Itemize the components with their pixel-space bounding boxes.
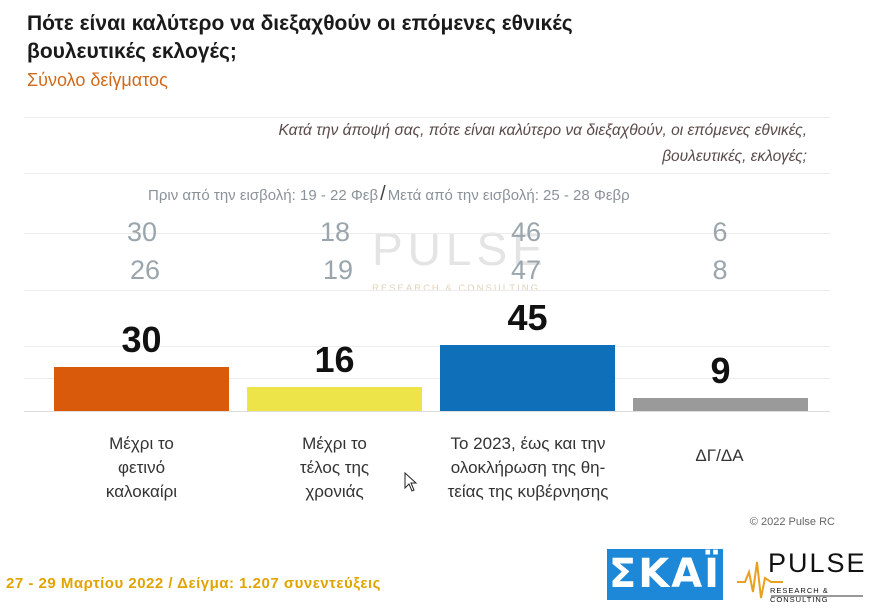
baseline <box>24 411 830 412</box>
mouse-cursor-icon <box>404 472 418 492</box>
skai-logo: ΣΚΑΪ <box>607 549 723 600</box>
before-value: 46 <box>510 217 542 247</box>
bar-value-label: 30 <box>121 318 162 360</box>
category-label-end-of-year: Μέχρι το τέλος της χρονιάς <box>247 432 422 504</box>
category-label-2023: Το 2023, έως και την ολοκλήρωση της θη- … <box>428 432 628 504</box>
category-label-line: Μέχρι το <box>109 434 174 453</box>
before-value: 18 <box>319 217 351 247</box>
period-separator: / <box>380 183 386 205</box>
bar-end-of-year <box>247 387 422 411</box>
before-value: 30 <box>126 217 158 247</box>
bar-value-label: 45 <box>507 296 548 338</box>
gridline <box>24 378 830 379</box>
chart-subtitle: Σύνολο δείγματος <box>27 70 168 90</box>
before-invasion-label: Πριν από την εισβολή: 19 - 22 Φεβ <box>148 187 379 204</box>
pulse-logo-icon <box>737 561 863 599</box>
comparison-period-legend: Πριν από την εισβολή: 19 - 22 Φεβ / Μετά α… <box>148 183 630 206</box>
copyright-notice: © 2022 Pulse RC <box>749 516 835 528</box>
category-label-line: καλοκαίρι <box>105 482 178 501</box>
before-value: 6 <box>712 217 728 247</box>
category-label-line: ΔΓ/ΔΑ <box>695 446 744 465</box>
category-label-line: Το 2023, έως και την <box>450 434 606 453</box>
gridline <box>24 290 830 291</box>
survey-question: Κατά την άποψή σας, πότε είναι καλύτερο … <box>187 118 807 170</box>
category-label-line: τείας της κυβέρνησης <box>447 482 609 501</box>
gridline <box>24 346 830 347</box>
survey-question-line-1: Κατά την άποψή σας, πότε είναι καλύτερο … <box>278 122 807 139</box>
chart-title: Πότε είναι καλύτερο να διεξαχθούν οι επό… <box>27 12 573 63</box>
after-value: 47 <box>510 255 542 285</box>
category-label-line: Μέχρι το <box>302 434 367 453</box>
gridline <box>24 233 830 234</box>
footer-survey-info: 27 - 29 Μαρτίου 2022 / Δείγμα: 1.207 συν… <box>6 575 381 592</box>
survey-question-line-2: βουλευτικές, εκλογές; <box>662 148 807 165</box>
bar-value-label: 9 <box>710 349 731 391</box>
bar-value-label: 16 <box>314 339 355 381</box>
after-invasion-label: Μετά από την εισβολή: 25 - 28 Φεβρ <box>387 187 630 204</box>
category-label-line: φετινό <box>117 458 166 477</box>
category-label-line: ολοκλήρωση της θη- <box>450 458 606 477</box>
category-label-summer: Μέχρι το φετινό καλοκαίρι <box>54 432 229 504</box>
bar-summer <box>54 366 229 411</box>
category-label-line: τέλος της <box>299 458 370 477</box>
pulse-watermark: PULSE <box>372 223 548 275</box>
bar-dont-know <box>633 397 808 411</box>
pulse-watermark-subtitle: RESEARCH & CONSULTING <box>372 283 540 294</box>
after-value: 8 <box>712 255 728 285</box>
category-label-line: χρονιάς <box>305 482 364 501</box>
pulse-logo-subtitle: RESEARCH & CONSULTING <box>770 586 829 604</box>
pulse-logo-word: PULSE <box>768 548 867 578</box>
after-value: 19 <box>322 255 354 285</box>
gridline <box>24 117 830 118</box>
after-value: 26 <box>129 255 161 285</box>
bar-2023 <box>440 344 615 411</box>
gridline <box>24 173 830 174</box>
category-label-dont-know: ΔΓ/ΔΑ <box>632 444 807 468</box>
